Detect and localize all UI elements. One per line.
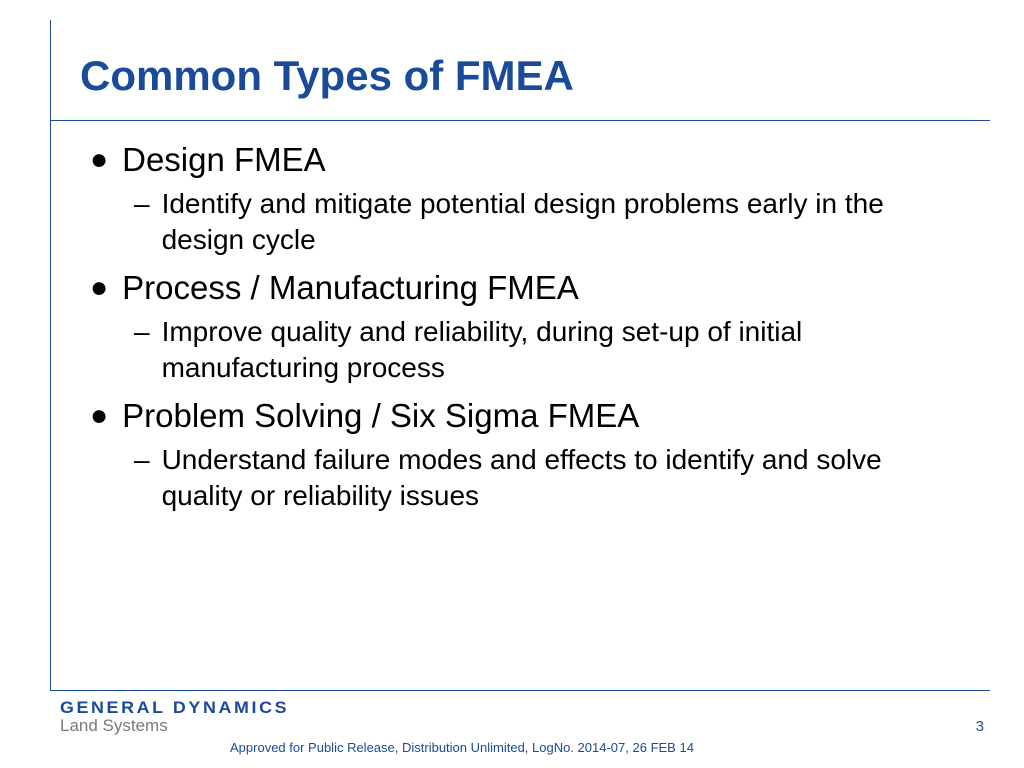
slide: Common Types of FMEA ● Design FMEA – Ide… bbox=[0, 0, 1024, 768]
bullet-item: ● Process / Manufacturing FMEA bbox=[90, 268, 970, 308]
page-number: 3 bbox=[976, 718, 984, 735]
sub-bullet-item: – Identify and mitigate potential design… bbox=[134, 186, 970, 258]
bullet-label: Design FMEA bbox=[122, 140, 326, 180]
bullet-marker: ● bbox=[90, 140, 108, 180]
slide-content: ● Design FMEA – Identify and mitigate po… bbox=[90, 140, 970, 524]
bullet-marker: ● bbox=[90, 268, 108, 308]
bottom-horizontal-rule bbox=[50, 690, 990, 691]
sub-bullet-text: Identify and mitigate potential design p… bbox=[162, 186, 970, 258]
footer-logo: GENERAL DYNAMICS Land Systems bbox=[60, 698, 278, 736]
bullet-marker: ● bbox=[90, 396, 108, 436]
sub-bullet-marker: – bbox=[134, 186, 150, 222]
sub-bullet-text: Improve quality and reliability, during … bbox=[162, 314, 970, 386]
bullet-label: Problem Solving / Six Sigma FMEA bbox=[122, 396, 639, 436]
sub-bullet-text: Understand failure modes and effects to … bbox=[162, 442, 970, 514]
bullet-item: ● Design FMEA bbox=[90, 140, 970, 180]
sub-bullet-item: – Improve quality and reliability, durin… bbox=[134, 314, 970, 386]
top-horizontal-rule bbox=[50, 120, 990, 121]
sub-bullet-item: – Understand failure modes and effects t… bbox=[134, 442, 970, 514]
sub-bullet-marker: – bbox=[134, 314, 150, 350]
slide-title: Common Types of FMEA bbox=[80, 52, 574, 100]
logo-division-name: Land Systems bbox=[60, 716, 278, 736]
release-statement: Approved for Public Release, Distributio… bbox=[230, 740, 694, 755]
logo-company-name: GENERAL DYNAMICS bbox=[60, 698, 289, 718]
sub-bullet-marker: – bbox=[134, 442, 150, 478]
bullet-label: Process / Manufacturing FMEA bbox=[122, 268, 579, 308]
bullet-item: ● Problem Solving / Six Sigma FMEA bbox=[90, 396, 970, 436]
